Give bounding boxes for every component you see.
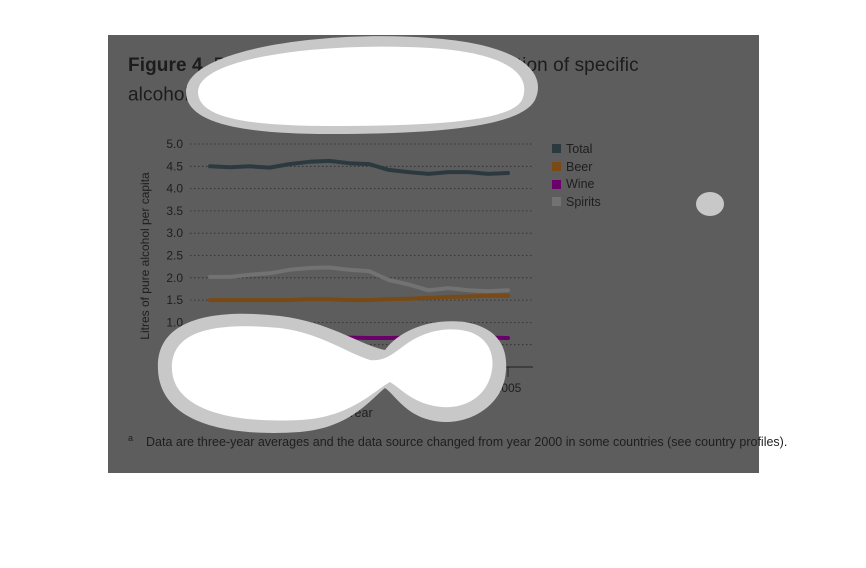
y-tick-label: 1.5 [166, 293, 183, 307]
legend-label: Beer [566, 159, 593, 174]
legend-item-wine: Wine [552, 175, 601, 193]
y-tick-label: 5.0 [166, 137, 183, 151]
legend-item-total: Total [552, 140, 601, 158]
figure-footnote: a Data are three-year averages and the da… [128, 433, 787, 449]
series-line-total [208, 158, 510, 176]
y-axis-label: Litres of pure alcohol per capita [138, 172, 152, 340]
legend-item-beer: Beer [552, 158, 601, 176]
y-tick-label: 2.5 [166, 249, 183, 263]
legend-item-spirits: Spirits [552, 193, 601, 211]
redaction-blob [198, 46, 525, 126]
legend-swatch [552, 179, 561, 189]
y-tick-label: 1.0 [166, 315, 183, 329]
series-line-beer [208, 293, 510, 303]
legend-label: Wine [566, 177, 595, 192]
y-tick-label: 3.0 [166, 226, 183, 240]
series-line-spirits [208, 265, 510, 294]
footnote-text: Data are three-year averages and the dat… [146, 435, 788, 450]
redaction-dot [696, 192, 724, 216]
y-tick-label: 4.5 [166, 159, 183, 173]
legend-swatch [552, 162, 561, 172]
y-tick-label: 4.0 [166, 182, 183, 196]
legend-label: Spirits [566, 194, 601, 209]
legend-swatch [552, 197, 561, 207]
legend-label: Total [566, 141, 593, 156]
chart-legend: Total Beer Wine Spirits [552, 140, 601, 211]
y-tick-label: 2.0 [166, 271, 183, 285]
redaction-blob [171, 326, 493, 421]
figure-label: Figure 4. [128, 55, 209, 76]
footnote-mark: a [128, 433, 134, 443]
legend-swatch [552, 144, 561, 154]
y-tick-label: 3.5 [166, 204, 183, 218]
